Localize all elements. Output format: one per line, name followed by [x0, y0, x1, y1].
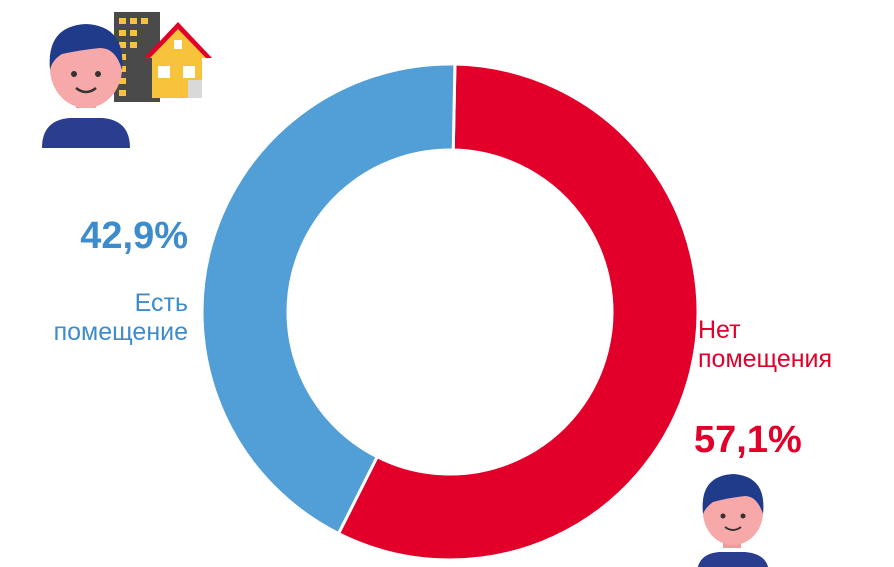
category-label-have-line1: Есть [134, 289, 188, 317]
percent-label-none: 57,1% [694, 419, 802, 461]
slice-have [200, 62, 457, 536]
percent-label-have: 42,9% [80, 215, 188, 257]
person-icon [697, 474, 769, 567]
category-label-none-line2: помещения [698, 345, 833, 373]
category-label-have: Есть помещение [0, 289, 188, 347]
category-label-have-line2: помещение [53, 318, 188, 346]
slice-none [336, 62, 700, 562]
person-with-house-icon [42, 12, 212, 148]
category-label-none: Нет помещения [698, 316, 886, 374]
category-label-none-line1: Нет [698, 316, 741, 344]
